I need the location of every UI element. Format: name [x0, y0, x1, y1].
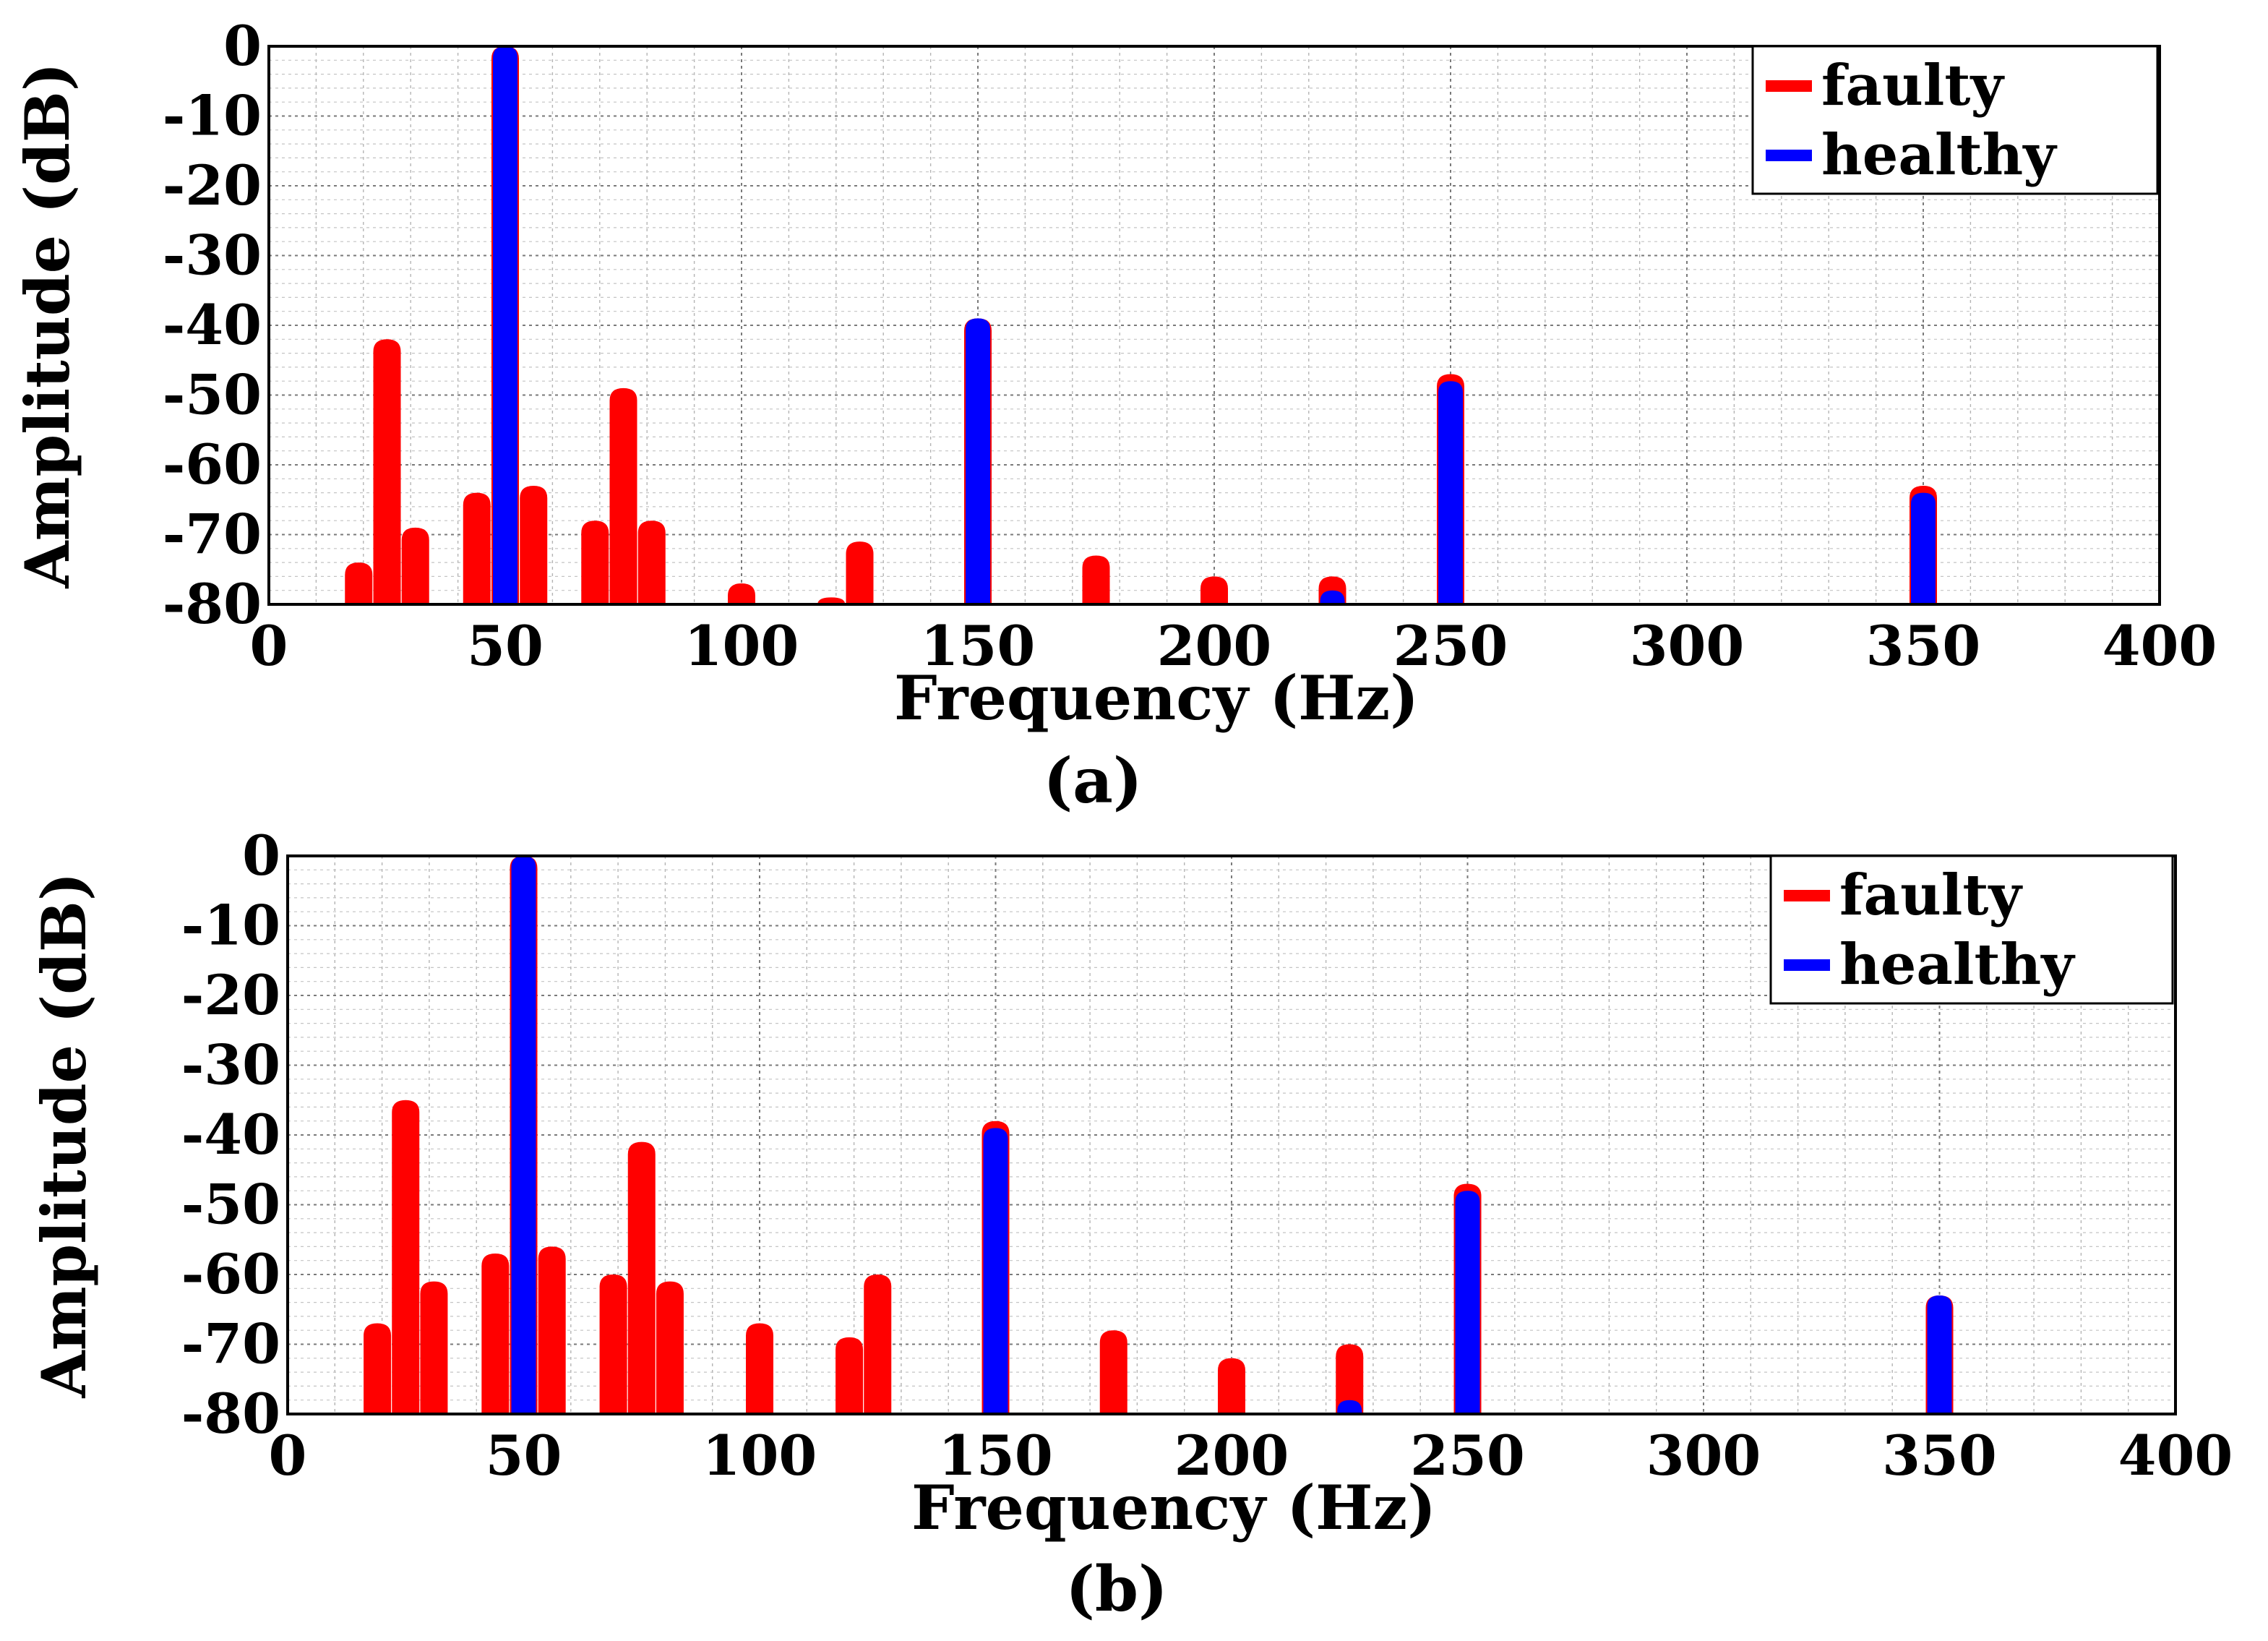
x-tick-label: 150 [938, 1423, 1053, 1488]
x-tick-label: 50 [467, 614, 544, 678]
y-tick-label: -80 [181, 1381, 280, 1446]
x-tick-label: 300 [1646, 1423, 1761, 1488]
y-tick-label: 0 [223, 14, 262, 78]
x-tick-label: 350 [1866, 614, 1981, 678]
plot-frame [286, 854, 2177, 1415]
legend-box [1751, 45, 2159, 195]
x-tick-label: 400 [2102, 614, 2217, 678]
peak-faulty [345, 562, 373, 604]
peak-faulty [599, 1274, 627, 1414]
peak-faulty [481, 1254, 510, 1414]
legend-box [1769, 854, 2174, 1005]
peak-faulty [609, 387, 637, 604]
y-tick-label: 0 [242, 823, 280, 888]
y-tick-label: -30 [163, 223, 262, 288]
legend-label-healthy: healthy [1821, 122, 2058, 188]
peak-healthy [1455, 1191, 1480, 1414]
legend-label-healthy: healthy [1839, 932, 2076, 998]
x-tick-label: 300 [1630, 614, 1745, 678]
x-tick-label: 200 [1157, 614, 1272, 678]
y-axis-label: Amplitude (dB) [28, 872, 100, 1398]
peak-faulty [538, 1246, 566, 1414]
peak-faulty [420, 1281, 448, 1414]
chart-panel-b: 0 50 100 150 200 250 300 350 400 0-10-20-30-40-5… [28, 823, 2233, 1626]
panel-label-a: (a) [1043, 745, 1142, 818]
y-tick-label: -50 [181, 1173, 280, 1237]
peak-faulty [581, 520, 609, 604]
y-tick-labels: 0-10-20-30-40-50-60-70-80 [181, 823, 280, 1446]
peak-faulty [1218, 1358, 1245, 1414]
y-tick-label: -30 [181, 1033, 280, 1097]
peak-healthy [1911, 492, 1936, 604]
legend-label-faulty: faulty [1839, 862, 2023, 928]
series-healthy [493, 46, 1936, 604]
peak-healthy [966, 318, 990, 604]
x-axis-label: Frequency (Hz) [911, 1472, 1436, 1543]
series-healthy [511, 856, 1952, 1414]
y-tick-label: -50 [163, 363, 262, 427]
x-tick-label: 0 [250, 614, 288, 678]
x-tick-labels: 0 50 100 150 200 250 300 350 400 [269, 1423, 2233, 1488]
x-tick-label: 0 [269, 1423, 307, 1488]
x-tick-label: 200 [1174, 1423, 1289, 1488]
peak-faulty [817, 597, 846, 604]
plot-frame [267, 45, 2161, 606]
y-tick-label: -70 [181, 1312, 280, 1376]
peak-faulty [373, 339, 401, 604]
y-tick-label: -80 [163, 572, 262, 636]
x-tick-label: 100 [703, 1423, 817, 1488]
peak-healthy [511, 856, 536, 1414]
y-axis-label: Amplitude (dB) [12, 62, 83, 588]
peak-faulty [1336, 1344, 1364, 1414]
panel-label-b: (b) [1065, 1553, 1168, 1626]
peak-faulty [864, 1274, 892, 1414]
y-tick-label: -20 [163, 153, 262, 218]
peak-faulty [463, 492, 491, 604]
y-tick-label: -60 [163, 432, 262, 497]
peak-faulty [392, 1100, 420, 1414]
peak-faulty [520, 485, 548, 604]
y-tick-labels: 0-10-20-30-40-50-60-70-80 [163, 14, 262, 636]
y-tick-label: -40 [181, 1102, 280, 1167]
y-tick-label: -70 [163, 502, 262, 567]
x-tick-label: 250 [1410, 1423, 1525, 1488]
x-tick-label: 100 [684, 614, 799, 678]
chart-panel-a: 0 50 100 150 200 250 300 350 400 0-10-20-30-40-5… [12, 14, 2217, 818]
peak-healthy [493, 46, 517, 604]
x-axis-label: Frequency (Hz) [894, 662, 1419, 734]
peak-healthy [983, 1128, 1008, 1414]
peak-faulty [1200, 576, 1228, 604]
x-tick-label: 400 [2118, 1423, 2233, 1488]
peak-faulty [846, 541, 874, 604]
peak-faulty [637, 520, 666, 604]
legend: faulty healthy [1751, 45, 2159, 195]
peak-faulty [836, 1337, 864, 1414]
y-tick-label: -10 [163, 84, 262, 148]
y-tick-label: -10 [181, 894, 280, 958]
y-tick-label: -20 [181, 963, 280, 1027]
peak-faulty [401, 527, 429, 604]
peak-healthy [1927, 1295, 1952, 1414]
peak-healthy [1337, 1400, 1362, 1414]
x-tick-label: 50 [486, 1423, 562, 1488]
y-tick-label: -40 [163, 293, 262, 357]
peak-faulty [364, 1323, 392, 1414]
peak-faulty [728, 583, 755, 604]
peak-faulty [746, 1323, 773, 1414]
peak-faulty [1099, 1330, 1127, 1414]
x-tick-label: 350 [1882, 1423, 1997, 1488]
peak-healthy [1438, 381, 1463, 604]
x-tick-labels: 0 50 100 150 200 250 300 350 400 [250, 614, 2217, 678]
x-tick-label: 250 [1393, 614, 1508, 678]
x-tick-label: 150 [921, 614, 1036, 678]
peak-faulty [656, 1281, 684, 1414]
y-tick-label: -60 [181, 1242, 280, 1306]
peak-healthy [1320, 590, 1345, 604]
peak-faulty [1082, 555, 1110, 604]
legend: faulty healthy [1769, 854, 2174, 1005]
peak-faulty [627, 1141, 656, 1414]
legend-label-faulty: faulty [1821, 53, 2005, 119]
